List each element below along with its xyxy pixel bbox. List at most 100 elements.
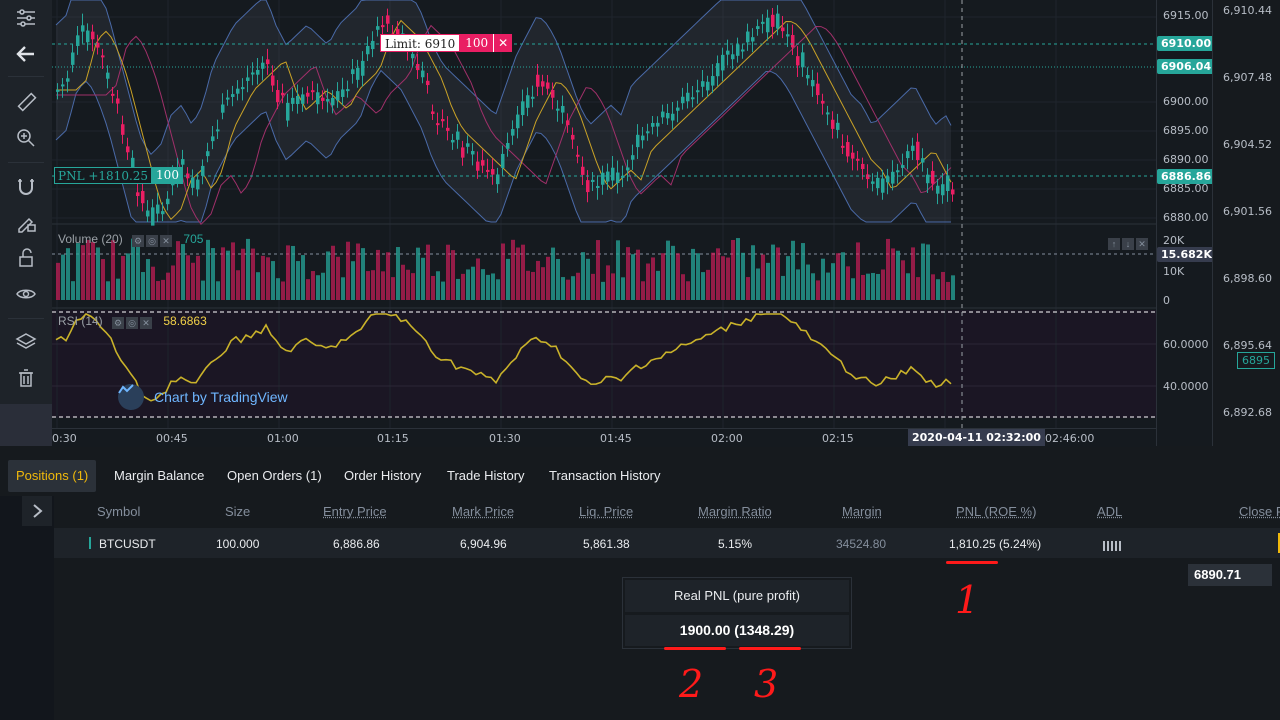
chevron-right-icon[interactable] [22,496,52,526]
price-tick: 6880.00 [1163,211,1209,224]
col-entry-price[interactable]: Entry Price [323,504,387,519]
limit-order-label[interactable]: Limit: 6910 100 ✕ [380,34,512,52]
pane-controls[interactable]: ↑ ↓ ✕ [1108,234,1150,252]
layers-icon[interactable] [10,328,42,356]
candle-body [161,211,165,214]
time-tick: 00:45 [156,432,188,445]
volume-bar [116,279,120,300]
candle-body [746,32,750,43]
price-axis[interactable]: 6915.00 6910.00 6906.04 6900.00 6895.00 … [1156,0,1213,446]
volume-bar [486,275,490,300]
candle-body [191,178,195,188]
volume-tick: 0 [1163,294,1170,307]
close-price-input[interactable]: 6890.71 [1188,564,1272,586]
volume-bar [921,244,925,300]
real-pnl-value: 1900.00 (1348.29) [625,615,849,646]
magnet-icon[interactable] [10,172,42,200]
outer-tick: 6,892.68 [1223,406,1272,419]
limit-price-tag: 6910.00 [1157,36,1215,51]
chart-canvas[interactable] [52,0,1156,446]
volume-bar [891,248,895,300]
col-margin-ratio[interactable]: Margin Ratio [698,504,772,519]
volume-bar [416,248,420,300]
time-axis[interactable]: 0:30 00:45 01:00 01:15 01:30 01:45 02:00… [52,428,1156,447]
volume-bar [821,259,825,300]
volume-bar [321,273,325,300]
price-tick: 6900.00 [1163,95,1209,108]
volume-bar [906,273,910,300]
tab-trade-history[interactable]: Trade History [439,460,533,492]
volume-bar [296,261,300,300]
tab-open-orders[interactable]: Open Orders (1) [219,460,330,492]
volume-bar [771,245,775,300]
arrow-left-icon[interactable] [10,40,42,68]
candle-body [601,173,605,185]
annotation-2: 2 [679,662,703,706]
volume-bar [781,276,785,300]
ruler-icon[interactable] [10,88,42,116]
col-margin[interactable]: Margin [842,504,882,519]
volume-bar [696,253,700,300]
time-tick: 01:00 [267,432,299,445]
volume-controls[interactable]: ⚙ ◎ ✕ [132,233,174,247]
tab-positions[interactable]: Positions (1) [8,460,96,492]
candle-body [441,119,445,121]
volume-bar [501,243,505,300]
volume-bar [411,273,415,300]
volume-bar [376,250,380,300]
candle-body [201,166,205,176]
col-pnl[interactable]: PNL (ROE %) [956,504,1036,519]
candle-body [796,56,800,65]
volume-bar [681,274,685,300]
eye-icon[interactable] [10,280,42,308]
volume-bar [666,241,670,300]
outer-tick: 6,907.48 [1223,71,1272,84]
col-symbol[interactable]: Symbol [97,504,140,519]
candlestick-chart[interactable]: Volume (20) ⚙ ◎ ✕ 705 ↑ ↓ ✕ RSI (14) ⚙ ◎ ✕ 58.… [52,0,1156,446]
rsi-controls[interactable]: ⚙ ◎ ✕ [112,315,154,329]
price-tick: 6890.00 [1163,153,1209,166]
col-mark-price[interactable]: Mark Price [452,504,514,519]
tab-order-history[interactable]: Order History [336,460,429,492]
candle-body [716,63,720,76]
outer-tick: 6,895.64 [1223,339,1272,352]
col-size[interactable]: Size [225,504,250,519]
volume-bar [746,277,750,300]
volume-bar [596,240,600,300]
volume-bar [266,257,270,300]
col-close-position[interactable]: Close F [1239,504,1280,519]
pnl-order-label[interactable]: PNL +1810.25 100 [54,167,183,184]
volume-bar [331,246,335,300]
volume-bar [481,269,485,300]
candle-body [611,168,615,181]
volume-bar [561,277,565,300]
volume-bar [936,279,940,300]
volume-bar [736,238,740,300]
candle-body [536,75,540,87]
candle-body [306,93,310,97]
col-liq-price[interactable]: Liq. Price [579,504,633,519]
cell-mark-price: 6,904.96 [460,537,507,551]
zoom-in-icon[interactable] [10,124,42,152]
menu-lines-icon[interactable] [10,4,42,32]
tab-margin-balance[interactable]: Margin Balance [106,460,212,492]
trash-icon[interactable] [10,364,42,392]
lock-icon[interactable] [10,244,42,272]
secondary-price-axis[interactable]: 6,910.44 6,907.48 6,904.52 6,901.56 6,89… [1212,0,1280,446]
volume-bar [806,265,810,300]
col-adl[interactable]: ADL [1097,504,1122,519]
volume-bar [336,257,340,300]
volume-bar [611,273,615,300]
volume-bar [856,242,860,300]
tab-transaction-history[interactable]: Transaction History [541,460,669,492]
volume-bar [356,244,360,300]
cell-symbol[interactable]: BTCUSDT [99,537,156,551]
limit-order-close-icon[interactable]: ✕ [493,34,512,52]
volume-bar [341,277,345,300]
candle-body [196,180,200,190]
tradingview-watermark[interactable]: Chart by TradingView [118,384,288,410]
candle-body [561,106,565,113]
volume-bar [791,241,795,300]
candle-body [921,158,925,162]
lock-pencil-icon[interactable] [10,208,42,236]
